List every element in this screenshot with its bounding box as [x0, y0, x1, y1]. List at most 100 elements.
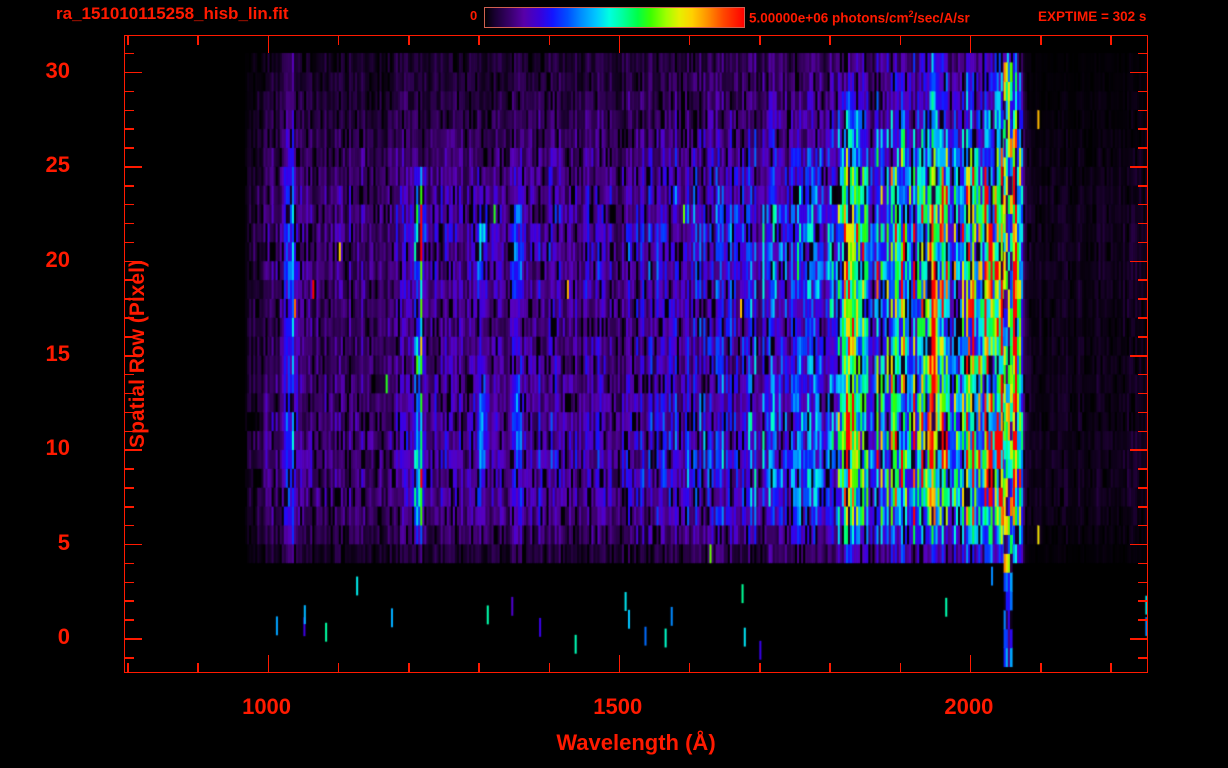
y-tick	[1138, 411, 1147, 414]
colorbar-min-label: 0	[470, 8, 478, 23]
spectrogram-canvas	[125, 36, 1147, 672]
x-tick	[1110, 663, 1112, 672]
y-tick	[125, 373, 134, 376]
x-tick	[548, 36, 550, 45]
x-axis-title: Wavelength (Å)	[556, 730, 716, 755]
y-tick	[125, 543, 142, 546]
x-tick	[408, 663, 410, 672]
y-tick	[1130, 638, 1147, 640]
y-tick	[125, 355, 142, 357]
y-tick	[1138, 147, 1147, 149]
x-tick	[267, 36, 270, 53]
y-tick	[1130, 71, 1147, 74]
y-tick	[1130, 543, 1147, 546]
y-tick	[125, 524, 134, 527]
y-tick-label: 15	[45, 341, 70, 366]
x-tick	[127, 663, 129, 672]
y-tick-label: 25	[45, 152, 70, 178]
x-tick	[618, 655, 621, 672]
y-tick	[125, 317, 134, 319]
x-tick	[829, 36, 831, 45]
y-tick	[1138, 203, 1147, 206]
x-tick-label: 2000	[944, 694, 994, 719]
x-tick-label: 1500	[593, 694, 643, 719]
x-tick	[197, 36, 199, 45]
y-tick	[125, 109, 134, 112]
x-tick-label: 1000	[242, 694, 292, 719]
y-tick	[1138, 524, 1147, 527]
y-axis-title: Spatial Row (Pixel)	[126, 260, 149, 448]
y-tick	[1138, 128, 1147, 130]
y-tick	[1138, 373, 1147, 376]
x-tick	[899, 36, 902, 45]
y-tick	[1138, 600, 1147, 602]
x-tick	[267, 655, 270, 672]
y-tick	[125, 562, 134, 565]
y-tick	[125, 128, 134, 130]
x-tick	[127, 36, 129, 45]
colorbar-max-exponent: 2	[908, 9, 914, 19]
y-tick	[1138, 279, 1147, 281]
y-tick	[1138, 241, 1147, 244]
colorbar-max-prefix: 5.00000e+06 photons/cm	[749, 10, 909, 26]
x-tick	[1040, 663, 1042, 672]
colorbar-max-label: 5.00000e+06 photons/cm2/sec/A/sr	[749, 9, 970, 26]
y-tick	[1138, 657, 1147, 659]
y-tick	[125, 468, 134, 470]
y-tick	[125, 222, 134, 225]
y-tick	[1138, 468, 1147, 470]
x-tick	[1040, 36, 1042, 45]
x-tick	[197, 663, 199, 672]
x-tick	[829, 663, 831, 672]
y-tick	[1138, 109, 1147, 112]
y-tick	[1138, 52, 1147, 55]
x-tick	[478, 36, 480, 45]
y-tick	[125, 90, 134, 93]
heatmap-data-area	[125, 36, 1147, 672]
x-tick	[969, 655, 972, 672]
colorbar-max-suffix: /sec/A/sr	[913, 10, 970, 26]
y-tick	[125, 581, 134, 583]
x-tick	[969, 36, 972, 53]
y-tick	[125, 298, 134, 300]
x-tick	[337, 36, 340, 45]
y-tick	[125, 260, 142, 263]
x-tick	[688, 36, 691, 45]
x-tick	[759, 36, 761, 45]
y-tick-label: 0	[57, 624, 70, 650]
y-tick	[1138, 298, 1147, 300]
x-tick	[899, 663, 902, 672]
y-tick	[125, 147, 134, 149]
y-tick	[125, 487, 134, 489]
exposure-time-label: EXPTIME = 302 s	[1038, 9, 1147, 24]
y-tick	[125, 185, 134, 187]
y-tick	[125, 411, 134, 414]
y-tick	[125, 203, 134, 206]
x-tick	[618, 36, 621, 53]
y-tick	[125, 241, 134, 244]
y-tick	[125, 279, 134, 281]
y-tick	[1138, 430, 1147, 432]
y-tick	[1138, 619, 1147, 621]
y-tick	[1138, 222, 1147, 225]
y-tick	[125, 506, 134, 508]
y-tick	[125, 336, 134, 338]
y-tick	[1138, 487, 1147, 489]
y-tick-label: 10	[45, 435, 70, 461]
x-tick	[759, 663, 761, 672]
y-tick	[125, 392, 134, 395]
y-tick	[1138, 317, 1147, 319]
x-tick	[337, 663, 340, 672]
y-tick	[125, 52, 134, 55]
y-tick	[125, 166, 142, 168]
y-tick	[125, 430, 134, 432]
y-tick	[1138, 581, 1147, 583]
y-tick	[125, 638, 142, 640]
y-tick	[1130, 449, 1147, 451]
plot-frame	[124, 35, 1148, 673]
x-tick	[408, 36, 410, 45]
y-tick	[1138, 392, 1147, 395]
y-tick-label: 20	[45, 246, 70, 272]
page-title: ra_151010115258_hisb_lin.fit	[56, 4, 289, 23]
